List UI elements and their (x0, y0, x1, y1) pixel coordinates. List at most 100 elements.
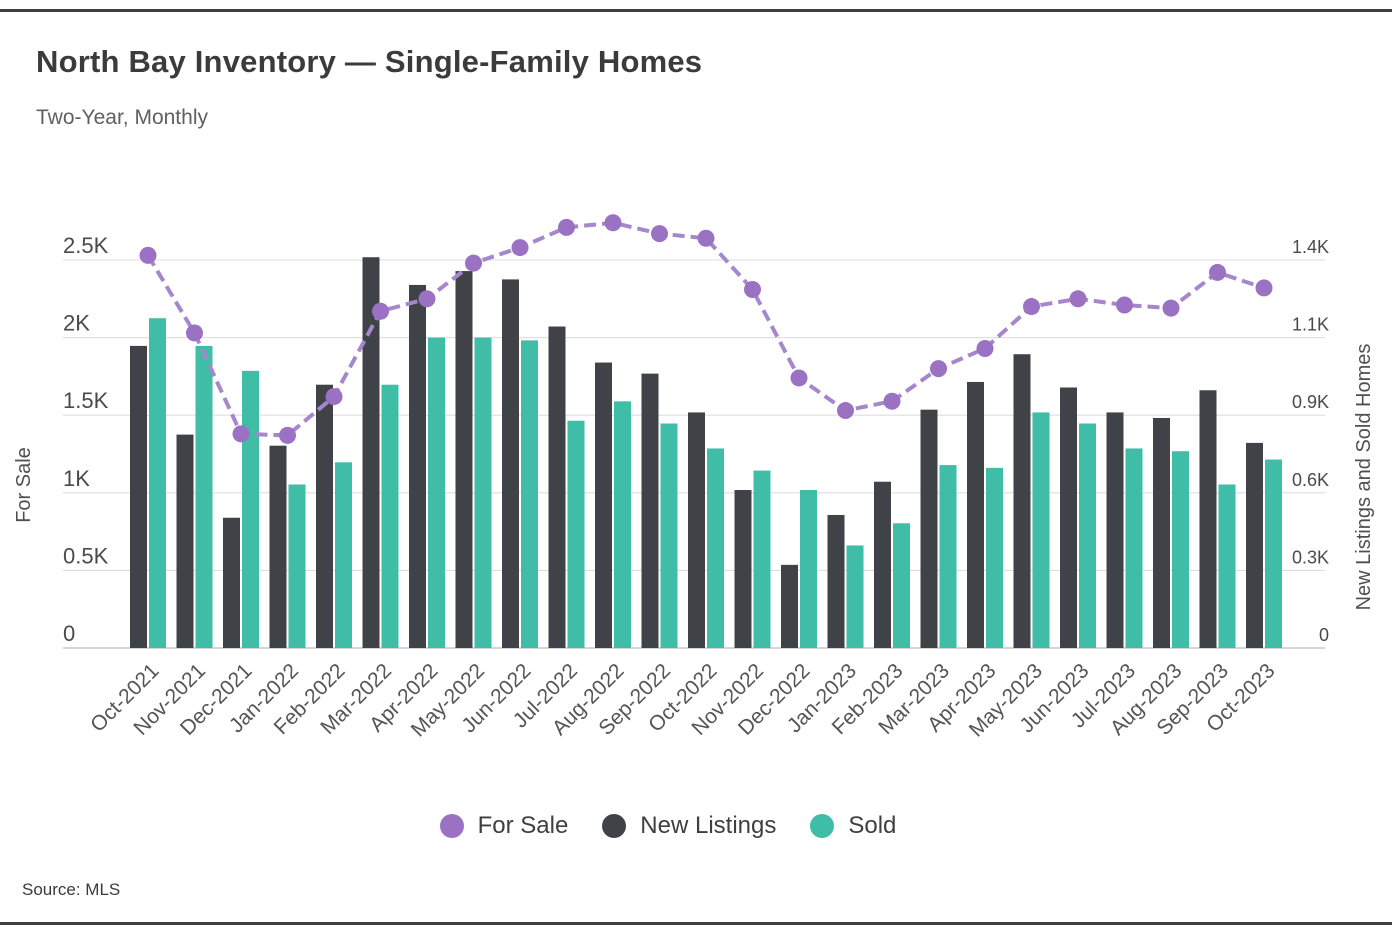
right-axis-title: New Listings and Sold Homes (1353, 344, 1375, 611)
left-axis-tick-label: 2.5K (63, 233, 109, 258)
right-axis-tick-label: 1.4K (1292, 237, 1329, 257)
bar-sold[interactable] (242, 370, 259, 648)
legend-item-sold[interactable]: Sold (810, 812, 896, 840)
top-rule (0, 9, 1392, 12)
for-sale-point[interactable] (418, 290, 436, 308)
bar-new-listings[interactable] (1246, 442, 1263, 648)
bar-sold[interactable] (800, 490, 817, 648)
bar-new-listings[interactable] (502, 279, 519, 648)
bar-new-listings[interactable] (223, 517, 240, 648)
bar-new-listings[interactable] (1013, 354, 1031, 648)
for-sale-point[interactable] (837, 402, 854, 420)
bar-new-listings[interactable] (595, 362, 612, 648)
for-sale-point[interactable] (279, 426, 296, 444)
left-axis-tick-label: 0 (63, 621, 75, 646)
for-sale-point[interactable] (930, 360, 947, 378)
bar-new-listings[interactable] (1199, 390, 1217, 648)
for-sale-point[interactable] (1069, 290, 1087, 308)
bar-sold[interactable] (195, 345, 213, 648)
legend-item-for-sale[interactable]: For Sale (439, 812, 569, 840)
bar-new-listings[interactable] (316, 384, 333, 648)
for-sale-point[interactable] (1116, 296, 1133, 314)
bar-sold[interactable] (707, 448, 724, 648)
new-listings-legend-dot-icon (602, 814, 627, 838)
left-axis-tick-label: 1.5K (63, 388, 109, 413)
for-sale-point[interactable] (697, 229, 715, 247)
bar-sold[interactable] (428, 337, 445, 648)
for-sale-point[interactable] (325, 388, 343, 406)
for-sale-line (146, 220, 1265, 438)
bar-new-listings[interactable] (548, 326, 566, 648)
chart-svg: 0 0 0.5K 0.3K 1K 0.6K 1.5K 0.9K 2K 1.1K 2.5K 1.4K Fo… (13, 214, 1375, 742)
bar-new-listings[interactable] (641, 373, 659, 648)
bottom-rule (0, 922, 1392, 925)
bar-sold[interactable] (753, 470, 771, 648)
for-sale-point[interactable] (744, 280, 761, 298)
legend-label: New Listings (640, 812, 777, 839)
bar-sold[interactable] (335, 462, 352, 648)
bar-sold[interactable] (149, 318, 166, 648)
bar-sold[interactable] (567, 420, 585, 648)
legend-item-new-listings[interactable]: New Listings (602, 812, 776, 840)
bar-new-listings[interactable] (781, 564, 798, 648)
for-sale-legend-dot-icon (439, 814, 464, 838)
bar-sold[interactable] (1079, 423, 1096, 648)
for-sale-point[interactable] (465, 254, 482, 272)
bar-sold[interactable] (1125, 448, 1143, 648)
bar-sold[interactable] (1032, 412, 1050, 648)
legend-label: For Sale (477, 812, 569, 839)
bar-sold[interactable] (474, 337, 492, 648)
for-sale-point[interactable] (604, 214, 622, 232)
bar-sold[interactable] (986, 467, 1003, 648)
for-sale-point[interactable] (372, 302, 389, 320)
for-sale-point[interactable] (139, 246, 157, 264)
left-axis-title: For Sale (13, 447, 35, 523)
chart-area: 0 0 0.5K 0.3K 1K 0.6K 1.5K 0.9K 2K 1.1K 2.5K 1.4K Fo… (0, 160, 1392, 785)
bar-new-listings[interactable] (734, 490, 752, 648)
bar-new-listings[interactable] (920, 409, 938, 648)
left-axis-tick-label: 2K (63, 311, 90, 336)
for-sale-point[interactable] (1255, 279, 1273, 297)
bar-sold[interactable] (614, 401, 631, 648)
for-sale-point[interactable] (1023, 298, 1040, 316)
right-axis-tick-label: 0.9K (1292, 392, 1329, 412)
bar-new-listings[interactable] (409, 284, 426, 648)
for-sale-point[interactable] (651, 225, 668, 243)
for-sale-point[interactable] (511, 239, 529, 257)
bar-new-listings[interactable] (362, 257, 380, 648)
bar-new-listings[interactable] (130, 345, 147, 648)
bar-sold[interactable] (1265, 459, 1282, 648)
bar-new-listings[interactable] (967, 381, 984, 648)
for-sale-point[interactable] (790, 369, 808, 387)
bar-new-listings[interactable] (176, 434, 194, 648)
for-sale-point[interactable] (976, 339, 994, 357)
bar-new-listings[interactable] (1060, 387, 1077, 648)
bar-sold[interactable] (521, 340, 538, 648)
bar-sold[interactable] (288, 484, 306, 648)
for-sale-point[interactable] (883, 392, 901, 410)
right-axis-tick-label: 0.3K (1292, 547, 1329, 567)
bar-sold[interactable] (381, 384, 399, 648)
bar-new-listings[interactable] (688, 412, 705, 648)
for-sale-point[interactable] (186, 324, 203, 342)
bar-new-listings[interactable] (1106, 412, 1124, 648)
legend: For Sale New Listings Sold (0, 812, 1364, 840)
bar-new-listings[interactable] (827, 514, 845, 648)
bar-new-listings[interactable] (874, 481, 891, 648)
bar-sold[interactable] (846, 545, 864, 648)
bar-sold[interactable] (939, 465, 957, 648)
right-axis-tick-label: 1.1K (1292, 315, 1329, 335)
bar-new-listings[interactable] (269, 445, 287, 648)
for-sale-point[interactable] (1209, 263, 1226, 281)
bar-sold[interactable] (1218, 484, 1236, 648)
bar-sold[interactable] (1172, 451, 1189, 648)
for-sale-point[interactable] (558, 218, 575, 236)
bar-sold[interactable] (660, 423, 678, 648)
for-sale-point[interactable] (1162, 299, 1180, 317)
for-sale-point[interactable] (232, 425, 250, 443)
legend-label: Sold (848, 812, 897, 839)
bar-new-listings[interactable] (455, 271, 473, 648)
bar-sold[interactable] (893, 523, 910, 648)
bar-new-listings[interactable] (1153, 417, 1170, 648)
